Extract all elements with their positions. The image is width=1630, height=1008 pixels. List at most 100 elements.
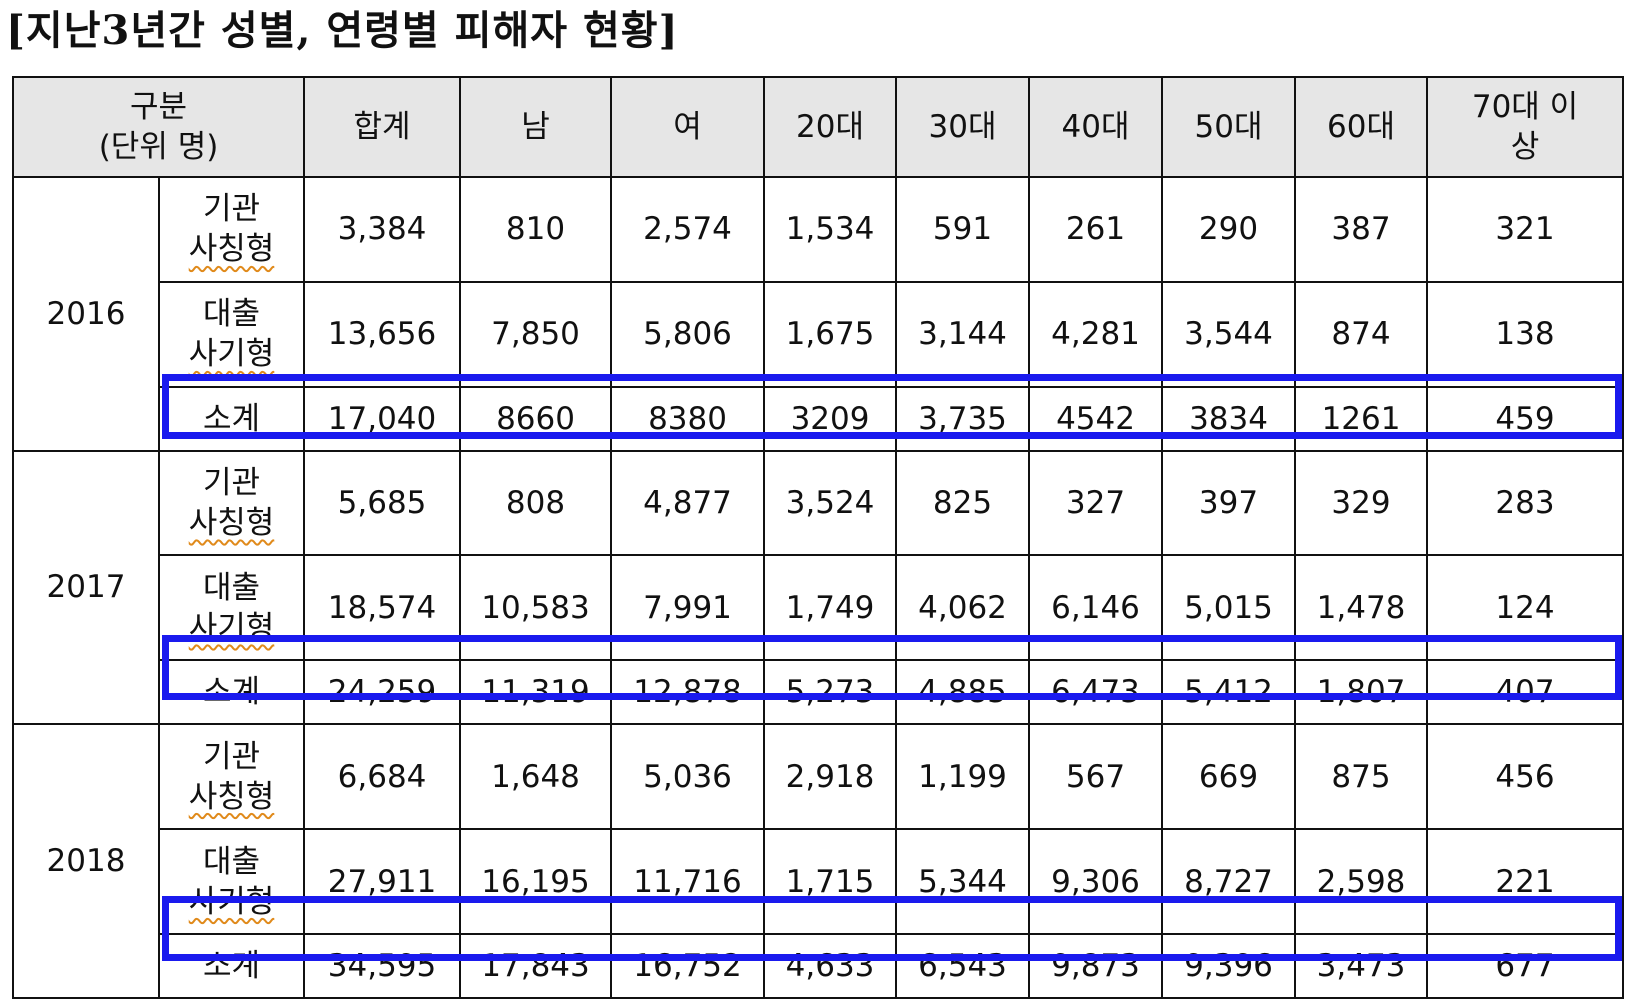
type-label-line2: 사칭형 (188, 231, 275, 268)
year-cell: 2016 (12, 176, 160, 452)
type-label-line1: 기관 (202, 191, 261, 228)
value-cell-female: 5,036 (610, 723, 766, 831)
value-cell-50s: 3,544 (1161, 280, 1297, 388)
value-cell-female: 8380 (610, 385, 766, 452)
value-cell-40s: 6,146 (1028, 554, 1164, 662)
value-cell-female: 12,878 (610, 659, 766, 726)
type-cell: 대출 사기형 (157, 554, 306, 662)
type-label-line1: 대출 (202, 569, 261, 606)
value-cell-40s: 9,306 (1028, 828, 1164, 935)
header-20s: 20대 (763, 76, 898, 178)
header-60s: 60대 (1294, 76, 1429, 178)
value-cell-70s-plus: 407 (1426, 659, 1625, 726)
value-cell-20s: 3209 (763, 385, 898, 452)
value-cell-20s: 5,273 (763, 659, 898, 726)
value-cell-40s: 327 (1028, 449, 1164, 557)
value-cell-30s: 3,735 (895, 385, 1031, 452)
value-cell-70s-plus: 221 (1426, 828, 1625, 935)
value-cell-total: 3,384 (303, 176, 462, 283)
value-cell-total: 18,574 (303, 554, 462, 662)
type-label-line1: 대출 (202, 296, 261, 333)
header-male: 남 (459, 76, 613, 178)
subtotal-row: 소계 34,595 17,843 16,752 4,633 6,543 9,873 9,396… (13, 932, 1625, 1000)
value-cell-40s: 567 (1028, 723, 1164, 831)
value-cell-30s: 4,885 (895, 659, 1031, 726)
table-row: 대출 사기형 27,911 16,195 11,716 1,715 5,344 9,306 8,… (13, 828, 1625, 935)
type-label-line2: 사칭형 (188, 778, 275, 815)
value-cell-70s-plus: 138 (1426, 280, 1625, 388)
value-cell-female: 16,752 (610, 932, 766, 1000)
value-cell-30s: 825 (895, 449, 1031, 557)
header-category-label: 구분 (129, 89, 188, 125)
value-cell-60s: 329 (1294, 449, 1429, 557)
value-cell-50s: 669 (1161, 723, 1297, 831)
header-70s-plus: 70대 이상 (1426, 76, 1625, 178)
type-label-line1: 기관 (202, 465, 261, 502)
value-cell-30s: 5,344 (895, 828, 1031, 935)
value-cell-30s: 6,543 (895, 932, 1031, 1000)
value-cell-40s: 261 (1028, 176, 1164, 283)
value-cell-30s: 591 (895, 176, 1031, 283)
value-cell-male: 1,648 (459, 723, 613, 831)
value-cell-20s: 3,524 (763, 449, 898, 557)
subtotal-label-cell: 소계 (157, 932, 306, 1000)
value-cell-male: 16,195 (459, 828, 613, 935)
table-row: 대출 사기형 13,656 7,850 5,806 1,675 3,144 4,281 3,54… (13, 280, 1625, 388)
value-cell-70s-plus: 321 (1426, 176, 1625, 283)
type-label-line2: 사칭형 (188, 505, 275, 542)
value-cell-20s: 1,749 (763, 554, 898, 662)
type-cell: 대출 사기형 (157, 828, 306, 935)
value-cell-male: 7,850 (459, 280, 613, 388)
page-title: [지난3년간 성별, 연령별 피해자 현황] (6, 7, 679, 54)
value-cell-70s-plus: 459 (1426, 385, 1625, 452)
value-cell-20s: 2,918 (763, 723, 898, 831)
value-cell-total: 5,685 (303, 449, 462, 557)
value-cell-total: 13,656 (303, 280, 462, 388)
header-40s: 40대 (1028, 76, 1164, 178)
value-cell-20s: 1,534 (763, 176, 898, 283)
value-cell-60s: 387 (1294, 176, 1429, 283)
header-female: 여 (610, 76, 766, 178)
value-cell-50s: 5,412 (1161, 659, 1297, 726)
value-cell-total: 34,595 (303, 932, 462, 1000)
header-row: 구분 (단위 명) 합계 남 여 20대 30대 40대 50대 60대 70대… (11, 76, 1625, 178)
value-cell-40s: 4,281 (1028, 280, 1164, 388)
value-cell-50s: 397 (1161, 449, 1297, 557)
value-cell-female: 5,806 (610, 280, 766, 388)
year-cell: 2018 (12, 723, 160, 999)
value-cell-female: 4,877 (610, 449, 766, 557)
type-label-line1: 기관 (202, 738, 261, 775)
subtotal-row: 소계 24,259 11,319 12,878 5,273 4,885 6,473 5,412… (13, 659, 1625, 726)
value-cell-female: 2,574 (610, 176, 766, 283)
header-total: 합계 (303, 76, 462, 178)
value-cell-60s: 874 (1294, 280, 1429, 388)
value-cell-50s: 5,015 (1161, 554, 1297, 662)
value-cell-40s: 4542 (1028, 385, 1164, 452)
type-label-line2: 사기형 (188, 609, 275, 646)
value-cell-male: 8660 (459, 385, 613, 452)
value-cell-60s: 1,478 (1294, 554, 1429, 662)
value-cell-50s: 9,396 (1161, 932, 1297, 1000)
type-label-line2: 사기형 (188, 336, 275, 373)
table-row: 대출 사기형 18,574 10,583 7,991 1,749 4,062 6,146 5,0… (13, 554, 1625, 662)
type-cell: 기관 사칭형 (157, 176, 306, 283)
value-cell-70s-plus: 456 (1426, 723, 1625, 831)
value-cell-70s-plus: 283 (1426, 449, 1625, 557)
subtotal-label-cell: 소계 (157, 385, 306, 452)
value-cell-30s: 3,144 (895, 280, 1031, 388)
value-cell-20s: 1,675 (763, 280, 898, 388)
value-cell-40s: 6,473 (1028, 659, 1164, 726)
value-cell-60s: 1,807 (1294, 659, 1429, 726)
value-cell-30s: 1,199 (895, 723, 1031, 831)
table-row: 2017 기관 사칭형 5,685 808 4,877 3,524 825 327 397 329 2… (12, 449, 1625, 726)
value-cell-30s: 4,062 (895, 554, 1031, 662)
value-cell-male: 11,319 (459, 659, 613, 726)
value-cell-total: 6,684 (303, 723, 462, 831)
header-unit-label: (단위 명) (98, 129, 219, 165)
victim-statistics-table: 구분 (단위 명) 합계 남 여 20대 30대 40대 50대 60대 70대… (11, 76, 1625, 1000)
type-cell: 기관 사칭형 (157, 449, 306, 557)
type-cell: 대출 사기형 (157, 280, 306, 388)
value-cell-50s: 8,727 (1161, 828, 1297, 935)
value-cell-male: 17,843 (459, 932, 613, 1000)
type-label-line1: 소계 (202, 674, 261, 711)
